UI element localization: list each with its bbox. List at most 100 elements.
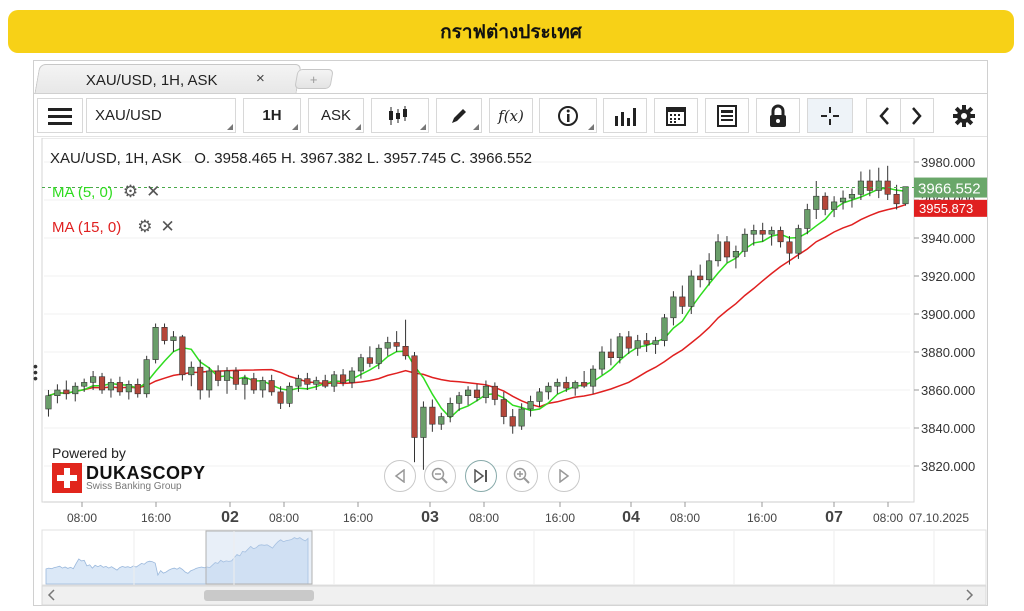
- candle[interactable]: [643, 333, 650, 352]
- candle[interactable]: [518, 403, 525, 430]
- candle[interactable]: [759, 222, 766, 242]
- candle[interactable]: [161, 323, 168, 345]
- candle[interactable]: [563, 376, 570, 392]
- candle[interactable]: [63, 380, 70, 400]
- scroll-left-button[interactable]: [866, 98, 900, 133]
- candle[interactable]: [54, 384, 61, 404]
- nav-back-button[interactable]: [384, 460, 416, 492]
- candle[interactable]: [768, 226, 775, 246]
- price-axis[interactable]: 3980.0003960.0003940.0003920.0003900.000…: [914, 155, 987, 474]
- candle[interactable]: [331, 371, 338, 392]
- candle[interactable]: [625, 331, 632, 354]
- gear-icon[interactable]: ⚙: [122, 182, 139, 201]
- symbol-select[interactable]: XAU/USD: [86, 98, 236, 133]
- draw-tool-button[interactable]: [436, 98, 482, 133]
- settings-button[interactable]: [942, 98, 986, 133]
- candle[interactable]: [822, 192, 829, 216]
- candle[interactable]: [893, 184, 900, 210]
- candle[interactable]: [438, 412, 445, 430]
- candle[interactable]: [536, 388, 543, 408]
- scroll-right-button[interactable]: [900, 98, 934, 133]
- scrollbar-thumb[interactable]: [204, 590, 314, 601]
- candle[interactable]: [572, 380, 579, 396]
- candle[interactable]: [375, 344, 382, 370]
- zoom-in-button[interactable]: [506, 460, 538, 492]
- candle[interactable]: [45, 390, 52, 417]
- candle[interactable]: [831, 196, 838, 218]
- close-icon[interactable]: ✕: [146, 182, 161, 201]
- candle[interactable]: [786, 236, 793, 265]
- menu-button[interactable]: [37, 98, 83, 133]
- candle[interactable]: [875, 167, 882, 199]
- candle[interactable]: [215, 365, 222, 387]
- candle[interactable]: [447, 397, 454, 423]
- candle[interactable]: [732, 245, 739, 269]
- candle[interactable]: [357, 353, 365, 379]
- candle[interactable]: [402, 319, 409, 360]
- horizontal-scrollbar[interactable]: [41, 585, 987, 606]
- navigator-window[interactable]: [205, 530, 313, 585]
- candle[interactable]: [98, 372, 106, 394]
- navigator-chart[interactable]: [45, 530, 935, 585]
- candle[interactable]: [795, 224, 802, 259]
- drag-handle-icon[interactable]: • • •: [33, 358, 38, 386]
- candle[interactable]: [384, 336, 391, 356]
- candle[interactable]: [420, 401, 427, 470]
- nav-forward-button[interactable]: [548, 460, 580, 492]
- candle[interactable]: [866, 169, 873, 197]
- gear-icon[interactable]: ⚙: [137, 217, 153, 236]
- candle[interactable]: [509, 409, 516, 434]
- calendar-button[interactable]: [654, 98, 698, 133]
- candle[interactable]: [607, 338, 614, 366]
- candle[interactable]: [223, 367, 231, 394]
- candle[interactable]: [839, 190, 847, 210]
- news-button[interactable]: [705, 98, 749, 133]
- candle[interactable]: [170, 331, 177, 352]
- candle[interactable]: [134, 378, 141, 398]
- candle[interactable]: [143, 355, 150, 398]
- candle[interactable]: [232, 367, 240, 390]
- candle[interactable]: [107, 378, 115, 398]
- candle[interactable]: [241, 374, 248, 400]
- candle[interactable]: [554, 378, 561, 394]
- candle[interactable]: [598, 346, 606, 375]
- candle[interactable]: [777, 226, 784, 248]
- candle[interactable]: [125, 380, 132, 400]
- ma15-legend[interactable]: MA (15, 0) ⚙ ✕: [52, 217, 175, 237]
- candle[interactable]: [72, 382, 79, 402]
- indicators-button[interactable]: f(x): [489, 98, 533, 133]
- candle[interactable]: [482, 380, 489, 404]
- scroll-right-arrow-icon[interactable]: [966, 589, 974, 601]
- add-tab-button[interactable]: +: [294, 69, 334, 89]
- candle[interactable]: [286, 382, 293, 408]
- candle[interactable]: [429, 399, 436, 432]
- candle[interactable]: [581, 371, 588, 389]
- tab-close-icon[interactable]: ×: [256, 70, 265, 87]
- candle[interactable]: [348, 367, 356, 389]
- candle[interactable]: [277, 386, 284, 409]
- candle[interactable]: [616, 333, 623, 364]
- period-select[interactable]: 1H: [243, 98, 301, 133]
- candle[interactable]: [304, 372, 311, 390]
- candle[interactable]: [741, 228, 748, 258]
- candle[interactable]: [848, 188, 856, 208]
- candle[interactable]: [90, 371, 97, 390]
- candle[interactable]: [661, 314, 668, 347]
- candle[interactable]: [188, 361, 195, 387]
- candle[interactable]: [313, 376, 320, 390]
- close-icon[interactable]: ✕: [160, 217, 175, 236]
- candle[interactable]: [634, 334, 641, 356]
- chart-area[interactable]: 3980.0003960.0003940.0003920.0003900.000…: [33, 137, 987, 606]
- candle[interactable]: [473, 384, 481, 402]
- volume-button[interactable]: [603, 98, 647, 133]
- candle[interactable]: [688, 270, 695, 314]
- candle[interactable]: [259, 376, 266, 398]
- candle[interactable]: [81, 378, 88, 392]
- candle[interactable]: [456, 391, 463, 411]
- candle[interactable]: [670, 291, 677, 326]
- candle[interactable]: [500, 391, 507, 425]
- candle[interactable]: [706, 253, 713, 286]
- scroll-left-arrow-icon[interactable]: [47, 589, 55, 601]
- candle[interactable]: [197, 359, 204, 400]
- candle[interactable]: [250, 372, 257, 394]
